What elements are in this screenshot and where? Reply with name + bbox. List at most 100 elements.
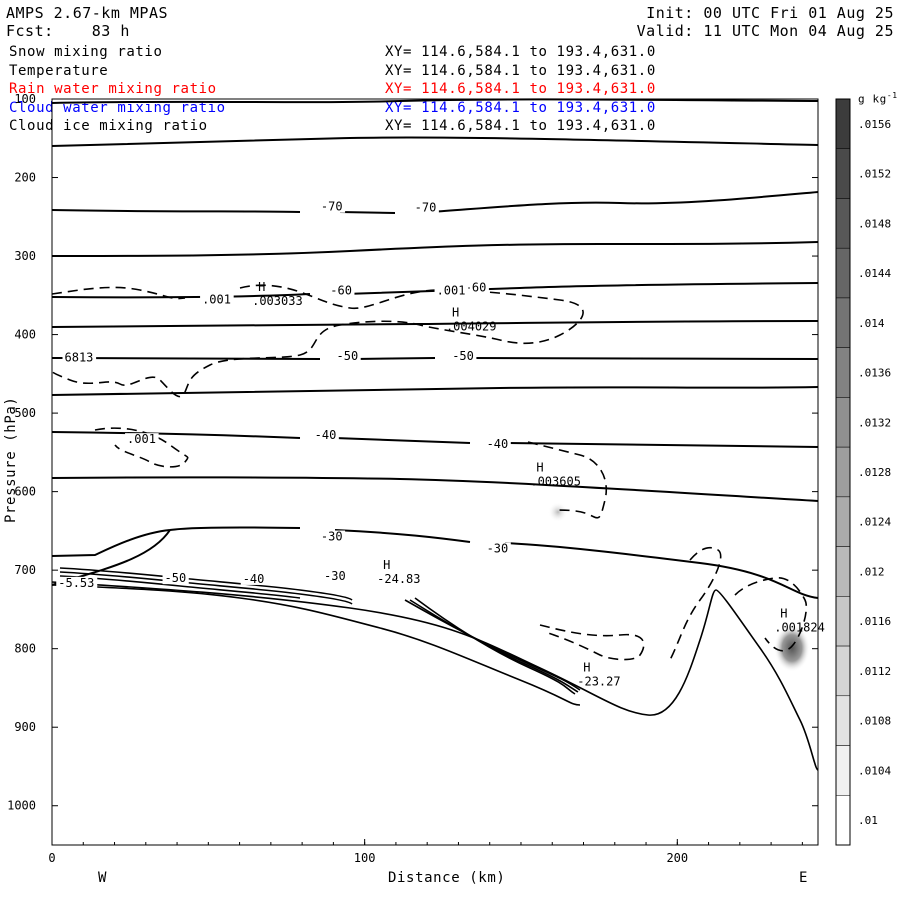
colorbar-unit-sup: -1 — [886, 91, 898, 100]
contour-label: -30 — [321, 530, 343, 544]
contour-label-bg — [322, 569, 349, 582]
contour-label-bg — [334, 349, 361, 362]
frontal-2 — [59, 571, 353, 605]
y-tick-label: 1000 — [7, 799, 36, 813]
field-xy-range: XY= 114.6,584.1 to 193.4,631.0 — [385, 118, 656, 134]
colorbar-swatch — [835, 645, 851, 697]
x-tick-label: 0 — [48, 851, 55, 865]
y-tick-label: 600 — [14, 485, 36, 499]
contour-label-bg — [450, 349, 477, 362]
colorbar-label: .0124 — [858, 516, 891, 529]
frontal-6 — [414, 597, 576, 695]
contour-label-bg — [328, 284, 355, 297]
contour-label: -30 — [324, 569, 346, 583]
extremum-value: -23.27 — [577, 675, 620, 689]
field-name: Rain water mixing ratio — [9, 81, 217, 97]
terrain-left — [51, 584, 581, 706]
contour-label: -60 — [465, 281, 487, 295]
init-time: Init: 00 UTC Fri 01 Aug 25 — [646, 4, 894, 22]
valid-time: Valid: 11 UTC Mon 04 Aug 25 — [636, 22, 894, 40]
y-axis: 100 200 300 400 500 600 700 800 900 1000 — [7, 92, 818, 813]
field-xy-range: XY= 114.6,584.1 to 193.4,631.0 — [385, 62, 656, 79]
isotherm-40 — [51, 431, 819, 448]
y-tick-label: 100 — [14, 92, 36, 106]
isotherm-400 — [51, 386, 819, 396]
colorbar-swatch — [835, 247, 851, 299]
colorbar-swatch — [835, 397, 851, 448]
isotherm-70 — [51, 191, 819, 214]
forecast-label-text: Fcst: — [6, 22, 54, 40]
ice-contour-3 — [734, 577, 808, 652]
y-tick-label: 200 — [14, 171, 36, 185]
colorbar-label: .012 — [858, 565, 885, 578]
field-name: Temperature — [9, 62, 109, 79]
colorbar-swatch — [835, 198, 851, 249]
contour-labels: -70 -70 -60 -60 -50 -50 -40 -40 -30 -30 -30 -40 -50.… — [56, 200, 511, 590]
contour-label-bg — [484, 542, 511, 555]
y-tick-label: 800 — [14, 642, 36, 656]
y-tick-label: 400 — [14, 328, 36, 342]
terrain — [51, 581, 819, 771]
y-tick-label: 300 — [14, 249, 36, 263]
extremum-value: .003605 — [530, 474, 581, 488]
east-label: E — [799, 870, 809, 886]
contour-label: -30 — [487, 541, 509, 555]
isotherm-330 — [51, 320, 819, 328]
rain-shade-2 — [774, 624, 810, 672]
colorbar-label: .0104 — [858, 764, 891, 777]
contour-label: -5.53 — [58, 576, 94, 590]
isotherm-50 — [51, 357, 819, 360]
field-xy-range: XY= 114.6,584.1 to 193.4,631.0 — [385, 99, 656, 116]
contour-label: 6813 — [65, 350, 94, 364]
contour-label: .001 — [127, 432, 156, 446]
colorbar: .0156 .0152 .0148 .0144 .014 .0136 .0132 .0128.… — [835, 98, 891, 846]
contour-label-bg — [56, 576, 98, 589]
colorbar-label: .0156 — [858, 118, 891, 131]
isotherm-150 — [51, 136, 819, 147]
colorbar-label: .01 — [858, 814, 878, 827]
colorbar-swatch — [835, 795, 851, 846]
ice-contour-4 — [539, 624, 645, 661]
contour-label-bg — [62, 351, 97, 364]
extremum-value: -24.83 — [377, 572, 420, 586]
extremum-value: .003033 — [252, 294, 303, 308]
extremum-marker: H — [452, 306, 459, 320]
snow-contour-2 — [527, 441, 607, 519]
colorbar-swatch — [835, 695, 851, 746]
isotherm-480 — [51, 476, 819, 502]
contour-label: -50 — [165, 571, 187, 585]
field-name: Cloud ice mixing ratio — [9, 118, 208, 134]
y-tick-label: 500 — [14, 406, 36, 420]
colorbar-swatch — [835, 546, 851, 597]
contour-label: -40 — [487, 437, 509, 451]
colorbar-swatch — [835, 496, 851, 547]
colorbar-unit-text: g kg — [858, 92, 887, 106]
west-label: W — [98, 870, 108, 886]
contour-label-bg — [412, 201, 439, 214]
extremum-marker: H — [258, 280, 265, 294]
field-name: Cloud water mixing ratio — [9, 99, 226, 116]
contour-label: -40 — [243, 572, 265, 586]
extremum-marker: H — [383, 558, 390, 572]
extremum-value: .001824 — [774, 620, 825, 634]
colorbar-swatch — [835, 297, 851, 348]
contour-label-bg — [312, 429, 339, 442]
colorbar-swatch — [835, 148, 851, 199]
frontal-1 — [59, 567, 353, 601]
contour-label-bg — [240, 572, 267, 585]
colorbar-swatch — [835, 347, 851, 398]
colorbar-label: .0144 — [858, 267, 891, 280]
contour-label-bg — [200, 293, 234, 306]
contour-label-bg — [125, 433, 159, 446]
colorbar-swatch — [835, 745, 851, 796]
extremum-marker: H — [583, 661, 590, 675]
mixing-ratio-contours — [51, 284, 808, 661]
field-xy-range: XY= 114.6,584.1 to 193.4,631.0 — [385, 44, 656, 60]
contour-label: .001 — [437, 284, 466, 298]
extremum-marker: H — [536, 460, 543, 474]
x-axis-title: Distance (km) — [388, 870, 506, 886]
isotherm-top — [51, 98, 819, 104]
contour-label: -70 — [321, 200, 343, 214]
colorbar-swatch — [835, 446, 851, 498]
